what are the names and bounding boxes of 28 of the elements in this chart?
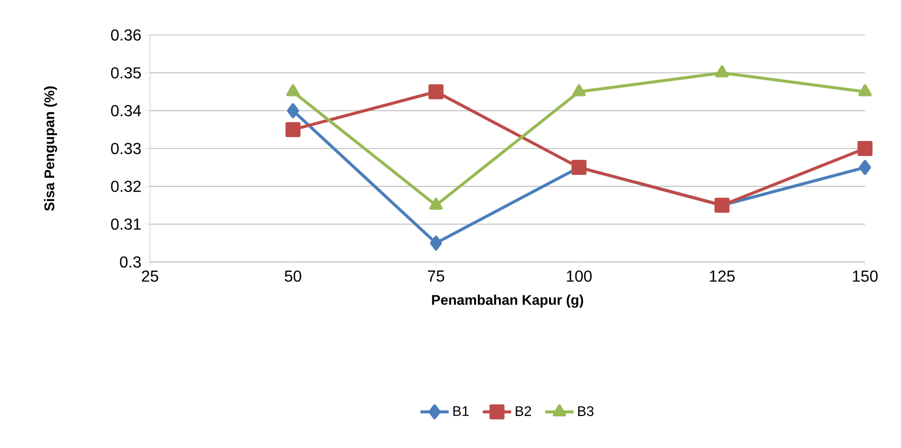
point (859, 160, 872, 175)
legend-label: B1 (453, 406, 469, 416)
y-tick-label: 0.35 (111, 67, 141, 78)
legend-label: B3 (578, 406, 594, 416)
y-tick-label: 0.3 (120, 256, 141, 268)
y-axis-title: Sisa Pengupan (%) (44, 86, 58, 211)
point (286, 84, 300, 96)
point (286, 122, 301, 138)
y-tick-label: 0.33 (111, 142, 141, 154)
x-tick-label: 25 (142, 270, 158, 282)
point (858, 84, 872, 96)
point (287, 103, 300, 118)
x-tick-label: 50 (284, 270, 302, 282)
point (572, 84, 586, 96)
y-tick-label: 0.32 (111, 180, 141, 192)
point (428, 84, 444, 100)
y-tick-label: 0.31 (111, 218, 141, 230)
x-tick-label: 100 (566, 270, 592, 282)
legend-label: B2 (516, 406, 532, 416)
x-tick-label: 150 (852, 270, 878, 282)
y-tick-label: 0.34 (111, 105, 142, 116)
point (715, 65, 729, 78)
point (430, 236, 442, 251)
x-tick-label: 125 (710, 270, 735, 282)
x-tick-label: 75 (428, 270, 444, 282)
point (858, 141, 873, 156)
y-tick-label: 0.36 (111, 29, 141, 41)
x-axis-title: Penambahan Kapur (g) (432, 294, 584, 308)
